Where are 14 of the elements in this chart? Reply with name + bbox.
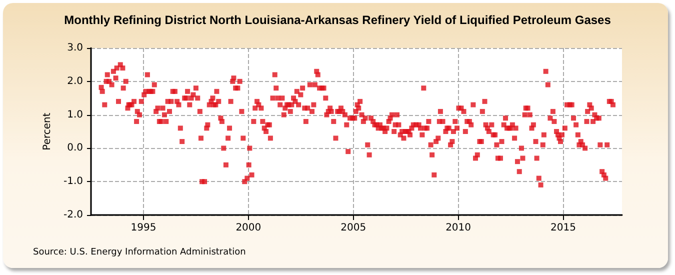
x-tick-label: 2005	[340, 222, 366, 234]
x-tick-label: 2015	[550, 222, 576, 234]
y-tick-label: -2.0	[63, 210, 83, 220]
x-tick-label: 2000	[236, 222, 262, 234]
x-tick-label: 2010	[446, 222, 472, 234]
y-axis-title: Percent	[42, 112, 54, 150]
chart-title: Monthly Refining District North Louisiana-Arkansas Refinery Yield of Liquified Petroleum Gases	[64, 13, 612, 27]
y-tick-label: -1.0	[63, 176, 83, 188]
y-tick-label: 3.0	[67, 42, 83, 54]
x-tick-label: 1995	[130, 222, 156, 234]
y-tick-label: 2.0	[67, 76, 83, 87]
y-tick-label: 1.0	[67, 109, 83, 120]
source-note: Source: U.S. Energy Information Administration	[33, 248, 246, 258]
y-tick-label: 0.0	[67, 142, 83, 154]
